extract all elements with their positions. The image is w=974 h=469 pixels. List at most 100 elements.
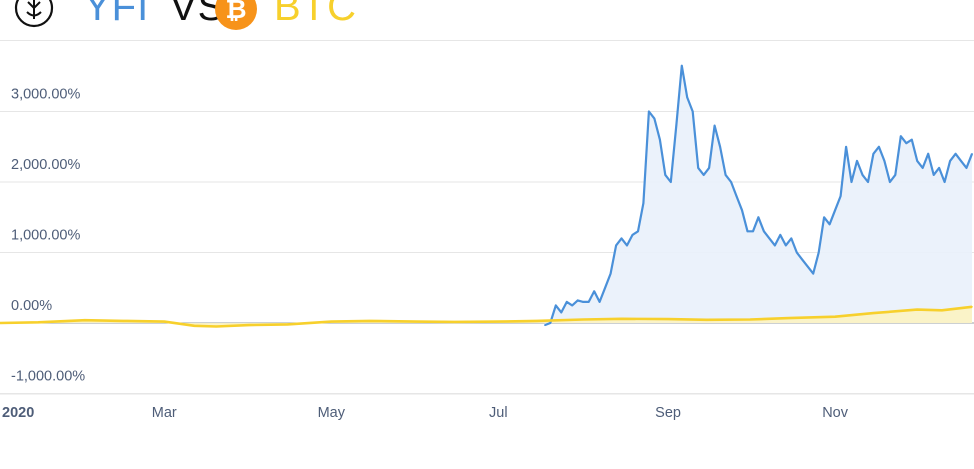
data-point-yfi	[757, 216, 760, 219]
data-point-btc	[248, 324, 250, 326]
data-point-btc	[0, 322, 1, 324]
data-point-btc	[872, 312, 875, 314]
data-point-yfi	[576, 299, 579, 302]
data-point-yfi	[927, 153, 929, 155]
data-point-yfi	[555, 304, 557, 307]
data-point-btc	[286, 323, 289, 326]
x-tick-label: Nov	[822, 405, 849, 421]
data-point-yfi	[702, 174, 705, 176]
x-axis-ticks: 2020 Mar May Jul Sep Nov	[2, 405, 849, 421]
data-point-yfi	[713, 124, 716, 127]
data-point-btc	[787, 317, 790, 319]
data-point-btc	[163, 320, 166, 323]
data-point-yfi	[752, 230, 754, 233]
data-point-yfi	[834, 209, 836, 211]
chart-header: YFI VS ₿ BTC	[0, 0, 974, 41]
x-tick-label: Sep	[655, 405, 681, 421]
data-point-yfi	[686, 96, 689, 99]
data-point-yfi	[544, 324, 546, 326]
data-point-yfi	[960, 160, 962, 162]
data-point-yfi	[604, 286, 606, 289]
series-areas	[0, 65, 972, 327]
svg-text:₿: ₿	[225, 0, 246, 24]
y-tick-label: 0.00%	[11, 298, 52, 314]
data-point-yfi	[785, 244, 787, 247]
data-point-yfi	[593, 290, 595, 293]
data-point-yfi	[795, 251, 798, 254]
data-point-yfi	[549, 322, 552, 324]
series-lines	[0, 64, 974, 328]
data-point-yfi	[839, 195, 842, 197]
data-point-yfi	[949, 160, 951, 162]
data-point-yfi	[938, 167, 940, 169]
data-point-yfi	[971, 153, 973, 155]
right-token-label: BTC	[274, 0, 357, 29]
data-point-yfi	[598, 301, 601, 303]
data-point-yfi	[659, 138, 661, 141]
data-point-yfi	[954, 153, 957, 155]
data-point-btc	[620, 317, 623, 320]
data-point-btc	[971, 305, 973, 308]
data-point-btc	[667, 318, 669, 320]
data-point-yfi	[763, 230, 765, 233]
data-point-yfi	[916, 160, 919, 162]
data-point-yfi	[883, 160, 886, 162]
data-point-btc	[215, 325, 218, 328]
data-point-yfi	[779, 234, 782, 236]
data-point-yfi	[675, 124, 678, 127]
data-point-yfi	[615, 244, 617, 247]
data-point-yfi	[565, 301, 568, 303]
data-point-yfi	[626, 244, 628, 247]
data-point-yfi	[768, 237, 771, 240]
left-token-label: YFI	[84, 0, 150, 29]
data-point-yfi	[691, 110, 694, 113]
data-point-yfi	[653, 117, 656, 120]
data-point-yfi	[905, 142, 908, 145]
data-point-yfi	[894, 174, 897, 176]
data-point-yfi	[806, 265, 809, 268]
data-point-yfi	[850, 181, 853, 183]
series-line-btc	[0, 305, 973, 328]
data-point-yfi	[746, 230, 749, 233]
data-point-btc	[535, 320, 538, 322]
data-point-yfi	[965, 167, 968, 169]
data-point-yfi	[856, 160, 858, 162]
data-point-yfi	[741, 209, 743, 211]
data-point-yfi	[867, 181, 869, 183]
data-point-yfi	[812, 272, 814, 275]
data-point-btc	[749, 318, 752, 321]
data-point-yfi	[730, 181, 732, 183]
y-tick-label: -1,000.00%	[11, 369, 85, 385]
x-tick-label: 2020	[2, 405, 34, 421]
y-tick-label: 3,000.00%	[11, 87, 80, 103]
data-point-btc	[834, 315, 836, 318]
data-point-yfi	[735, 195, 738, 197]
bitcoin-logo-icon: ₿	[215, 0, 257, 30]
y-tick-label: 1,000.00%	[11, 228, 80, 244]
series-area-yfi	[544, 65, 972, 326]
y-tick-label: 2,000.00%	[11, 157, 80, 173]
data-point-yfi	[670, 181, 672, 183]
data-point-yfi	[861, 174, 864, 176]
data-point-yfi	[889, 181, 891, 183]
data-point-btc	[497, 320, 500, 323]
data-point-yfi	[774, 244, 776, 247]
data-point-yfi	[845, 145, 847, 148]
data-point-yfi	[560, 311, 563, 314]
data-point-yfi	[719, 145, 721, 148]
data-point-yfi	[680, 64, 683, 67]
data-point-yfi	[697, 167, 699, 169]
data-point-yfi	[642, 202, 645, 204]
data-point-yfi	[587, 301, 590, 303]
data-point-btc	[330, 320, 333, 323]
series-area-btc	[0, 306, 972, 327]
data-point-yfi	[620, 237, 623, 240]
data-point-btc	[37, 321, 40, 324]
data-point-btc	[368, 320, 371, 322]
data-point-btc	[941, 309, 943, 312]
yfi-logo-icon	[14, 0, 54, 28]
x-tick-label: Jul	[489, 405, 508, 421]
data-point-yfi	[878, 145, 880, 148]
data-point-yfi	[943, 181, 946, 183]
